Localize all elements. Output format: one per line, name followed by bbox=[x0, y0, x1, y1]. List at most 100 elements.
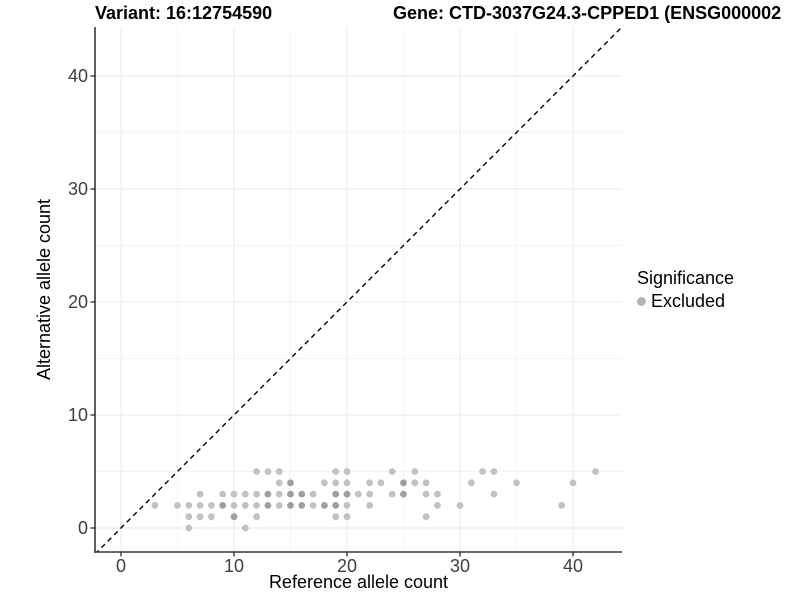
y-tick-labels: 0 10 20 30 40 bbox=[68, 66, 88, 538]
data-point bbox=[400, 479, 407, 487]
data-point bbox=[434, 502, 441, 509]
variant-title: Variant: 16:12754590 bbox=[95, 3, 273, 23]
y-tick-label: 20 bbox=[68, 292, 88, 312]
data-point bbox=[287, 502, 294, 509]
data-point bbox=[343, 490, 351, 498]
data-point bbox=[298, 490, 306, 498]
data-point bbox=[332, 479, 340, 487]
data-point bbox=[332, 513, 340, 521]
data-point bbox=[298, 502, 306, 509]
tick-marks bbox=[90, 75, 574, 557]
data-point bbox=[196, 490, 204, 498]
x-axis-title: Reference allele count bbox=[269, 572, 448, 592]
data-point bbox=[287, 479, 294, 487]
data-point bbox=[422, 479, 430, 487]
major-gridlines bbox=[95, 27, 622, 552]
data-point bbox=[513, 479, 520, 487]
data-point bbox=[366, 479, 373, 487]
data-point bbox=[241, 502, 249, 509]
data-point bbox=[185, 502, 193, 509]
x-tick-label: 10 bbox=[224, 556, 244, 576]
data-point bbox=[467, 479, 475, 487]
data-point bbox=[185, 524, 193, 532]
data-point bbox=[264, 502, 272, 509]
data-point bbox=[219, 502, 227, 509]
x-tick-labels: 0 10 20 30 40 bbox=[116, 556, 583, 576]
data-point bbox=[592, 468, 599, 475]
data-point bbox=[332, 490, 340, 498]
data-point bbox=[377, 479, 385, 487]
excluded-dot-icon bbox=[637, 296, 646, 306]
data-point bbox=[490, 468, 498, 475]
data-point bbox=[434, 490, 441, 498]
data-point bbox=[479, 468, 486, 475]
data-point bbox=[287, 490, 294, 498]
data-points bbox=[151, 468, 599, 532]
y-tick-label: 10 bbox=[68, 405, 88, 425]
data-point bbox=[411, 479, 419, 487]
data-point bbox=[558, 502, 566, 509]
data-point bbox=[196, 513, 204, 521]
data-point bbox=[388, 468, 396, 475]
identity-dashed-line bbox=[96, 27, 622, 552]
data-point bbox=[264, 468, 272, 475]
data-point bbox=[366, 502, 373, 509]
data-point bbox=[569, 479, 577, 487]
data-point bbox=[241, 490, 249, 498]
data-point bbox=[253, 513, 260, 521]
data-point bbox=[174, 502, 181, 509]
data-point bbox=[253, 468, 260, 475]
axis-lines bbox=[94, 27, 622, 553]
data-point bbox=[456, 502, 464, 509]
data-point bbox=[185, 513, 193, 521]
data-point bbox=[208, 513, 215, 521]
data-point bbox=[253, 490, 260, 498]
y-axis-title: Alternative allele count bbox=[34, 199, 54, 380]
legend-item-label: Excluded bbox=[651, 291, 726, 311]
data-point bbox=[309, 502, 317, 509]
data-point bbox=[388, 490, 396, 498]
data-point bbox=[230, 502, 238, 509]
data-point bbox=[366, 490, 373, 498]
data-point bbox=[208, 502, 215, 509]
legend: Significance Excluded bbox=[637, 267, 734, 312]
data-point bbox=[332, 468, 340, 475]
data-point bbox=[151, 502, 159, 509]
data-point bbox=[343, 468, 351, 475]
data-point bbox=[230, 490, 238, 498]
data-point bbox=[196, 502, 204, 509]
x-tick-label: 30 bbox=[450, 556, 470, 576]
data-point bbox=[275, 479, 283, 487]
data-point bbox=[400, 490, 407, 498]
data-point bbox=[264, 490, 272, 498]
data-point bbox=[275, 502, 283, 509]
data-point bbox=[422, 513, 430, 521]
data-point bbox=[411, 468, 419, 475]
data-point bbox=[490, 490, 498, 498]
data-point bbox=[241, 524, 249, 532]
data-point bbox=[422, 490, 430, 498]
x-tick-label: 0 bbox=[116, 556, 126, 576]
data-point bbox=[343, 502, 351, 509]
data-point bbox=[343, 479, 351, 487]
x-tick-label: 40 bbox=[563, 556, 583, 576]
data-point bbox=[321, 479, 328, 487]
minor-gridlines bbox=[95, 27, 622, 552]
data-point bbox=[354, 490, 362, 498]
y-tick-label: 40 bbox=[68, 66, 88, 86]
data-point bbox=[275, 490, 283, 498]
data-point bbox=[321, 502, 328, 509]
legend-item-excluded: Excluded bbox=[637, 290, 734, 312]
gene-title: Gene: CTD-3037G24.3-CPPED1 (ENSG000002 bbox=[393, 3, 782, 23]
data-point bbox=[230, 513, 238, 521]
y-tick-label: 30 bbox=[68, 179, 88, 199]
data-point bbox=[309, 490, 317, 498]
data-point bbox=[275, 468, 283, 475]
data-point bbox=[332, 502, 340, 509]
x-tick-label: 20 bbox=[337, 556, 357, 576]
data-point bbox=[343, 513, 351, 521]
y-tick-label: 0 bbox=[78, 518, 88, 538]
data-point bbox=[219, 490, 227, 498]
